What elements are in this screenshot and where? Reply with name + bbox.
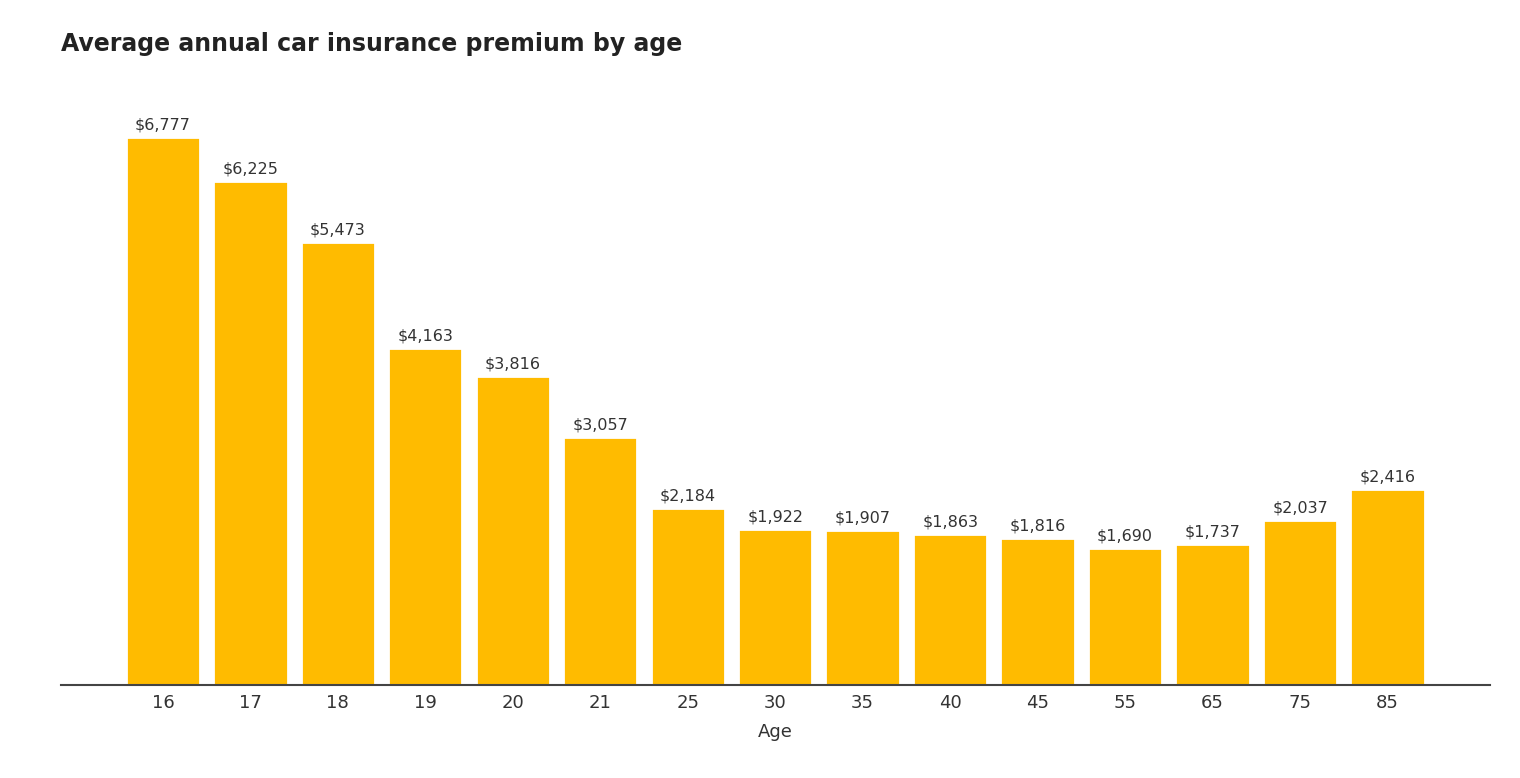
Bar (1263, 520, 1338, 685)
Text: $2,037: $2,037 (1272, 500, 1328, 516)
Text: $1,737: $1,737 (1184, 524, 1240, 540)
Text: $1,690: $1,690 (1097, 528, 1154, 544)
Bar (1000, 538, 1075, 685)
Bar (651, 508, 725, 685)
Bar (476, 376, 550, 685)
Text: $6,225: $6,225 (222, 162, 278, 177)
Text: $4,163: $4,163 (397, 328, 453, 344)
Text: $2,416: $2,416 (1359, 470, 1415, 485)
Text: $1,907: $1,907 (834, 511, 891, 526)
Text: $1,922: $1,922 (748, 510, 803, 524)
Bar (914, 534, 988, 685)
Text: $5,473: $5,473 (310, 223, 366, 237)
Text: $3,057: $3,057 (573, 418, 628, 433)
Bar (1350, 489, 1424, 685)
Bar (388, 348, 462, 685)
Text: $1,816: $1,816 (1009, 518, 1066, 534)
Text: $2,184: $2,184 (660, 489, 716, 503)
Bar (739, 529, 812, 685)
Text: Average annual car insurance premium by age: Average annual car insurance premium by … (61, 32, 682, 55)
X-axis label: Age: Age (758, 724, 792, 741)
Bar (301, 242, 375, 685)
Bar (1088, 548, 1163, 685)
Bar (213, 181, 287, 685)
Bar (1175, 544, 1249, 685)
Text: $3,816: $3,816 (485, 356, 541, 372)
Bar (562, 437, 637, 685)
Text: $1,863: $1,863 (923, 514, 979, 530)
Text: $6,777: $6,777 (135, 117, 192, 132)
Bar (825, 531, 900, 685)
Bar (126, 137, 201, 685)
